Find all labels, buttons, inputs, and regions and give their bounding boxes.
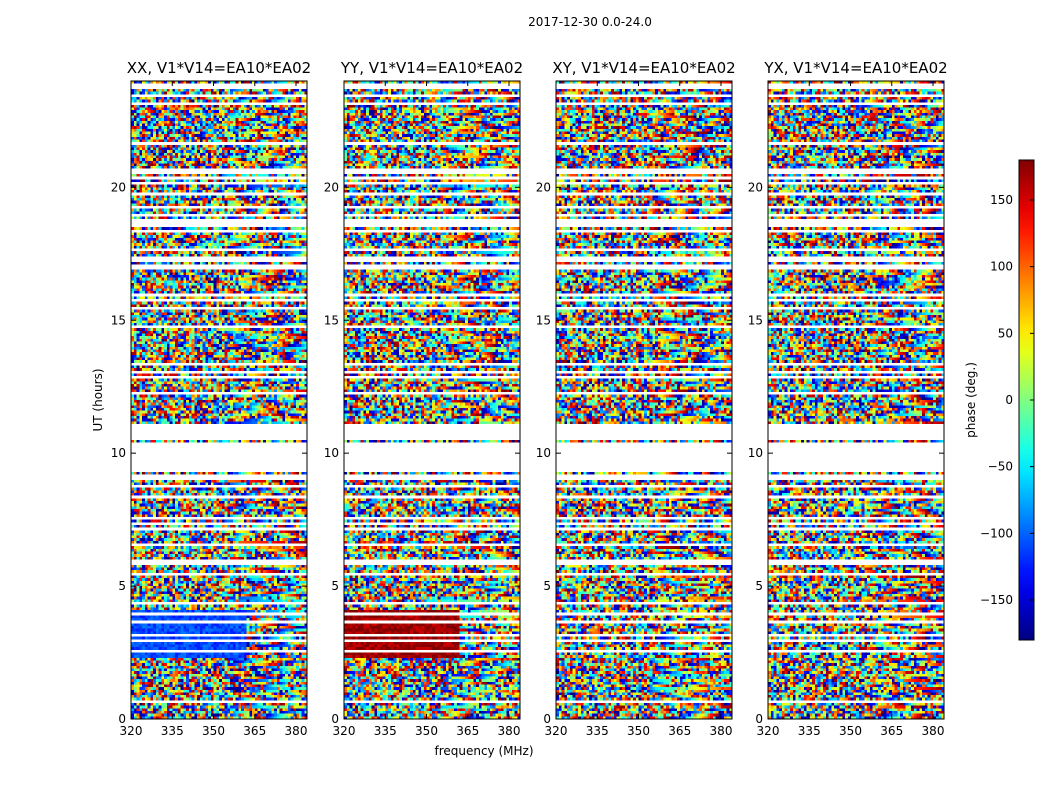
- panel-4-ytick-label: 10: [748, 446, 763, 460]
- panel-1-title: XX, V1*V14=EA10*EA02: [127, 59, 311, 77]
- panel-3-ytick-label: 5: [543, 579, 551, 593]
- panel-4-title: YX, V1*V14=EA10*EA02: [763, 59, 947, 77]
- panel-4-ytick-label: 5: [755, 579, 763, 593]
- panel-4-xtick-label: 350: [839, 724, 862, 738]
- panel-4-ytick-label: 20: [748, 180, 763, 194]
- panel-4-ytick-label: 0: [755, 712, 763, 726]
- colorbar-label: phase (deg.): [964, 362, 978, 438]
- panel-4-xtick-label: 380: [922, 724, 945, 738]
- panel-1-ytick-label: 5: [118, 579, 126, 593]
- x-axis-label: frequency (MHz): [434, 744, 533, 758]
- panel-1-xtick-label: 350: [202, 724, 225, 738]
- panel-2: YY, V1*V14=EA10*EA02 320 335 350 365 380 0 5 10 1…: [324, 59, 523, 738]
- colorbar-tick-label: −100: [980, 526, 1013, 540]
- colorbar-tick-label: −150: [980, 593, 1013, 607]
- panel-2-xtick-label: 380: [498, 724, 521, 738]
- panel-2-title: YY, V1*V14=EA10*EA02: [340, 59, 523, 77]
- panel-3-title: XY, V1*V14=EA10*EA02: [552, 59, 735, 77]
- y-axis-label: UT (hours): [91, 368, 105, 431]
- panel-4-heatmap: [768, 81, 944, 719]
- panel-4-xtick-label: 365: [880, 724, 903, 738]
- panel-3-frame: [555, 80, 733, 720]
- panel-3-xtick-label: 320: [545, 724, 568, 738]
- panel-1-heatmap: [131, 81, 307, 719]
- colorbar: 150 100 50 0 −50 −100 −150: [980, 159, 1035, 641]
- panel-2-heatmap: [344, 81, 520, 719]
- panel-1-ytick-label: 10: [111, 446, 126, 460]
- panel-3-xtick-label: 350: [627, 724, 650, 738]
- panel-3-xtick-label: 365: [668, 724, 691, 738]
- panels-group: XX, V1*V14=EA10*EA02 320 335 350 365 380 0 5 10 1…: [111, 59, 948, 738]
- panel-4-frame: [767, 80, 945, 720]
- panel-3-ytick-label: 0: [543, 712, 551, 726]
- panel-4: YX, V1*V14=EA10*EA02 320 335 350 365 380 0 5 10 1…: [748, 59, 948, 738]
- panel-1-ytick-label: 15: [111, 313, 126, 327]
- panel-3-ytick-label: 10: [536, 446, 551, 460]
- panel-1-xtick-label: 380: [285, 724, 308, 738]
- panel-2-xtick-label: 335: [374, 724, 397, 738]
- panel-3-xtick-label: 380: [710, 724, 733, 738]
- panel-1-xtick-label: 365: [243, 724, 266, 738]
- panel-2-frame: [343, 80, 521, 720]
- panel-1-xtick-label: 320: [120, 724, 143, 738]
- panel-1: XX, V1*V14=EA10*EA02 320 335 350 365 380 0 5 10 1…: [111, 59, 312, 738]
- colorbar-tick-label: 50: [998, 326, 1013, 340]
- panel-1-ytick-label: 0: [118, 712, 126, 726]
- panel-2-xtick-label: 350: [415, 724, 438, 738]
- panel-2-ytick-label: 5: [331, 579, 339, 593]
- colorbar-tick-label: 150: [990, 193, 1013, 207]
- panel-2-ytick-label: 20: [324, 180, 339, 194]
- panel-4-xtick-label: 335: [798, 724, 821, 738]
- panel-3-ytick-label: 20: [536, 180, 551, 194]
- panel-4-ytick-label: 15: [748, 313, 763, 327]
- panel-1-ytick-label: 20: [111, 180, 126, 194]
- figure-suptitle: 2017-12-30 0.0-24.0: [528, 15, 652, 29]
- colorbar-tick-label: 0: [1005, 393, 1013, 407]
- panel-2-xtick-label: 365: [456, 724, 479, 738]
- panel-2-ytick-label: 10: [324, 446, 339, 460]
- panel-4-xtick-label: 320: [757, 724, 780, 738]
- panel-1-frame: [130, 80, 308, 720]
- panel-3: XY, V1*V14=EA10*EA02 320 335 350 365 380 0 5 10 1…: [536, 59, 736, 738]
- panel-2-ytick-label: 0: [331, 712, 339, 726]
- panel-3-heatmap: [556, 81, 732, 719]
- colorbar-tick-label: −50: [988, 460, 1013, 474]
- colorbar-tick-label: 100: [990, 260, 1013, 274]
- panel-2-xtick-label: 320: [333, 724, 356, 738]
- panel-1-xtick-label: 335: [161, 724, 184, 738]
- panel-3-ytick-label: 15: [536, 313, 551, 327]
- panel-3-xtick-label: 335: [586, 724, 609, 738]
- panel-2-ytick-label: 15: [324, 313, 339, 327]
